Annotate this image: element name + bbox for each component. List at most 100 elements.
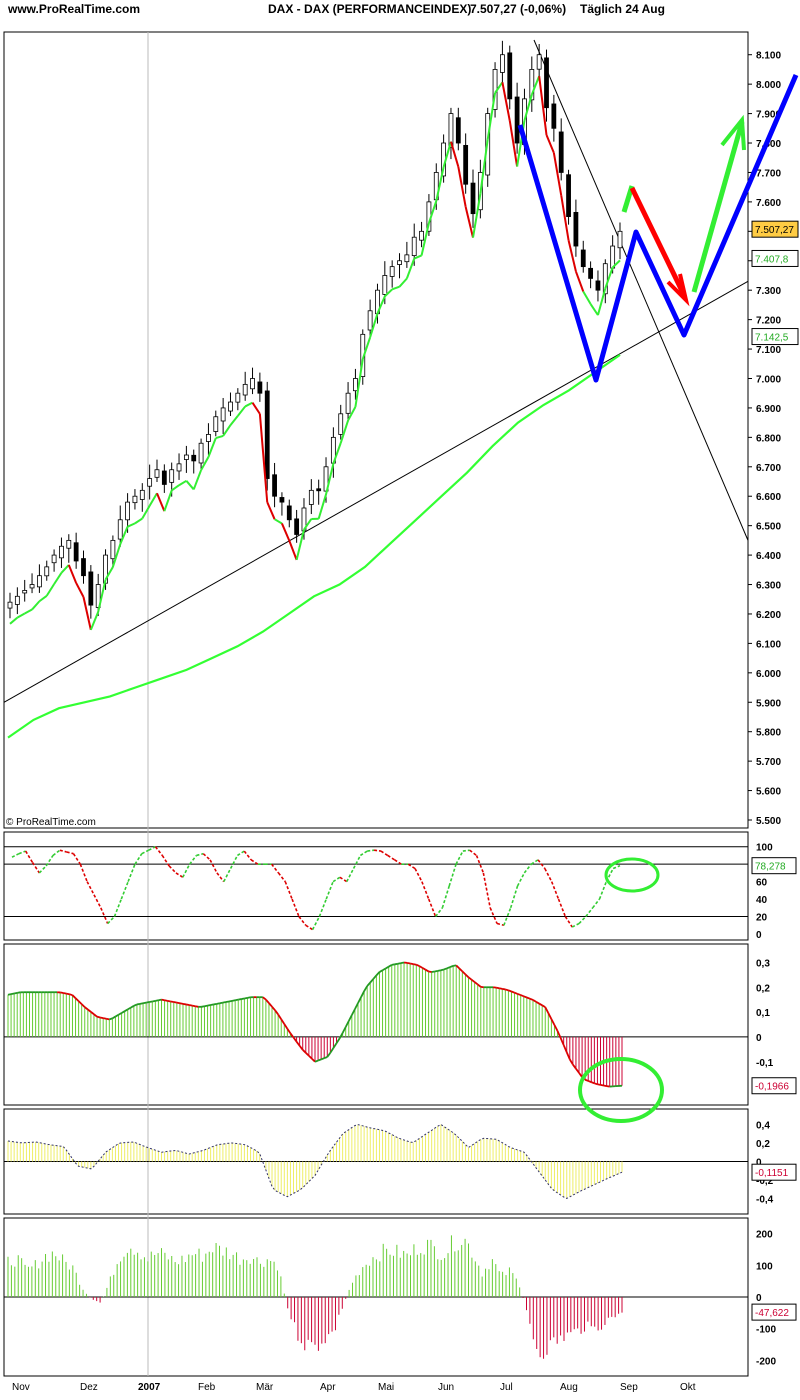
stoch-segment xyxy=(523,863,532,874)
stoch-segment xyxy=(93,894,102,909)
macd-signal-segment xyxy=(305,1052,310,1057)
stoch-segment xyxy=(598,881,608,900)
candle-body xyxy=(228,401,233,412)
macd-signal-segment xyxy=(385,965,390,970)
stoch-segment xyxy=(209,859,218,874)
macd-signal-segment xyxy=(176,1001,181,1005)
macd-tick-label: 0 xyxy=(756,1033,762,1044)
supertrend-segment xyxy=(60,564,70,574)
stoch-segment xyxy=(564,916,573,928)
macd-signal-segment xyxy=(541,1004,546,1008)
macd-signal-segment xyxy=(335,1038,341,1044)
macd-signal-segment xyxy=(347,1014,353,1022)
macd-signal-segment xyxy=(63,992,67,995)
candle-body xyxy=(139,489,145,500)
candle-body xyxy=(536,54,542,70)
stoch-segment xyxy=(284,881,293,900)
macd-signal-segment xyxy=(418,965,423,969)
macd-signal-segment xyxy=(590,1081,595,1085)
macd-signal-segment xyxy=(308,1055,313,1060)
stoch-segment xyxy=(100,907,109,924)
stoch-segment xyxy=(196,852,204,857)
macd-signal-segment xyxy=(69,993,73,997)
price-tick-label: 7.700 xyxy=(756,168,781,179)
macd-signal-segment xyxy=(594,1082,598,1086)
stoch-badge-box xyxy=(751,857,797,875)
candle-body xyxy=(580,249,586,268)
candle-body xyxy=(29,584,35,589)
supertrend-segment xyxy=(479,139,489,194)
macd-signal-segment xyxy=(597,1083,601,1086)
price-tick-label: 7.100 xyxy=(756,345,781,356)
stoch-segment xyxy=(229,855,239,869)
candle-body xyxy=(595,280,601,291)
stoch-segment xyxy=(216,872,225,883)
candle-body xyxy=(544,57,549,109)
macd-signal-segment xyxy=(121,1010,126,1014)
macd-signal-segment xyxy=(185,1003,190,1006)
macd-signal-segment xyxy=(565,1051,571,1060)
candle-body xyxy=(558,131,564,173)
macd-signal-segment xyxy=(511,990,515,994)
mom-tick-label: 200 xyxy=(756,1230,773,1241)
stoch-tick-label: 60 xyxy=(756,878,768,889)
supertrend-segment xyxy=(288,540,298,561)
candle-body xyxy=(117,519,123,540)
candle-body xyxy=(470,182,476,215)
supertrend-segment xyxy=(141,505,151,520)
macd-signal-segment xyxy=(434,969,438,973)
supertrend-segment xyxy=(391,285,400,291)
macd-badge-label: -0,1966 xyxy=(755,1082,789,1093)
macd-signal-segment xyxy=(547,1012,553,1020)
stoch-segment xyxy=(571,922,580,928)
x-tick-label: Mär xyxy=(256,1382,274,1393)
stoch-segment xyxy=(188,854,198,865)
macd-signal-segment xyxy=(182,1002,187,1006)
macd-signal-segment xyxy=(464,973,470,978)
stoch-segment xyxy=(141,849,149,855)
macd-signal-segment xyxy=(406,962,411,965)
macd-signal-segment xyxy=(173,1001,178,1004)
stoch-segment xyxy=(161,855,170,867)
x-tick-label: Nov xyxy=(12,1382,30,1393)
stoch-segment xyxy=(270,863,280,874)
macd-signal-segment xyxy=(440,968,445,972)
stoch-segment xyxy=(537,859,546,870)
osc-tick-label: 0,2 xyxy=(756,1139,770,1150)
macd-signal-segment xyxy=(508,989,512,993)
green-arrow xyxy=(691,121,745,293)
supertrend-segment xyxy=(560,195,570,241)
stoch-segment xyxy=(31,861,40,874)
macd-signal-segment xyxy=(7,993,12,996)
macd-signal-segment xyxy=(118,1012,123,1016)
x-tick-label: Jun xyxy=(438,1382,454,1393)
macd-signal-segment xyxy=(292,1036,298,1043)
mom-tick-label: 0 xyxy=(756,1293,762,1304)
price-badge-box xyxy=(751,249,799,267)
stoch-highlight-circle xyxy=(604,857,660,893)
stoch-segment xyxy=(18,850,26,855)
macd-signal-segment xyxy=(388,964,393,968)
stoch-segment xyxy=(277,872,286,883)
candle-body xyxy=(250,378,255,390)
macd-signal-segment xyxy=(210,1003,214,1006)
candle-body xyxy=(125,501,130,521)
stoch-segment xyxy=(516,872,526,887)
supertrend-segment xyxy=(339,420,350,444)
supertrend-segment xyxy=(427,200,438,224)
candle-body xyxy=(455,117,461,144)
macd-signal-segment xyxy=(225,1000,230,1003)
stoch-segment xyxy=(544,868,553,883)
stoch-segment xyxy=(223,868,232,883)
price-tick-label: 7.300 xyxy=(756,286,781,297)
stoch-segment xyxy=(592,898,601,909)
supertrend-segment xyxy=(317,494,327,520)
macd-tick-label: 0,1 xyxy=(756,1008,770,1019)
price-tick-label: 7.000 xyxy=(756,374,781,385)
candle-body xyxy=(213,416,219,432)
candle-body xyxy=(161,470,167,485)
supertrend-segment xyxy=(494,81,504,94)
stoch-tick-label: 100 xyxy=(756,843,773,854)
blue-zigzag xyxy=(517,74,799,383)
supertrend-segment xyxy=(24,608,33,615)
